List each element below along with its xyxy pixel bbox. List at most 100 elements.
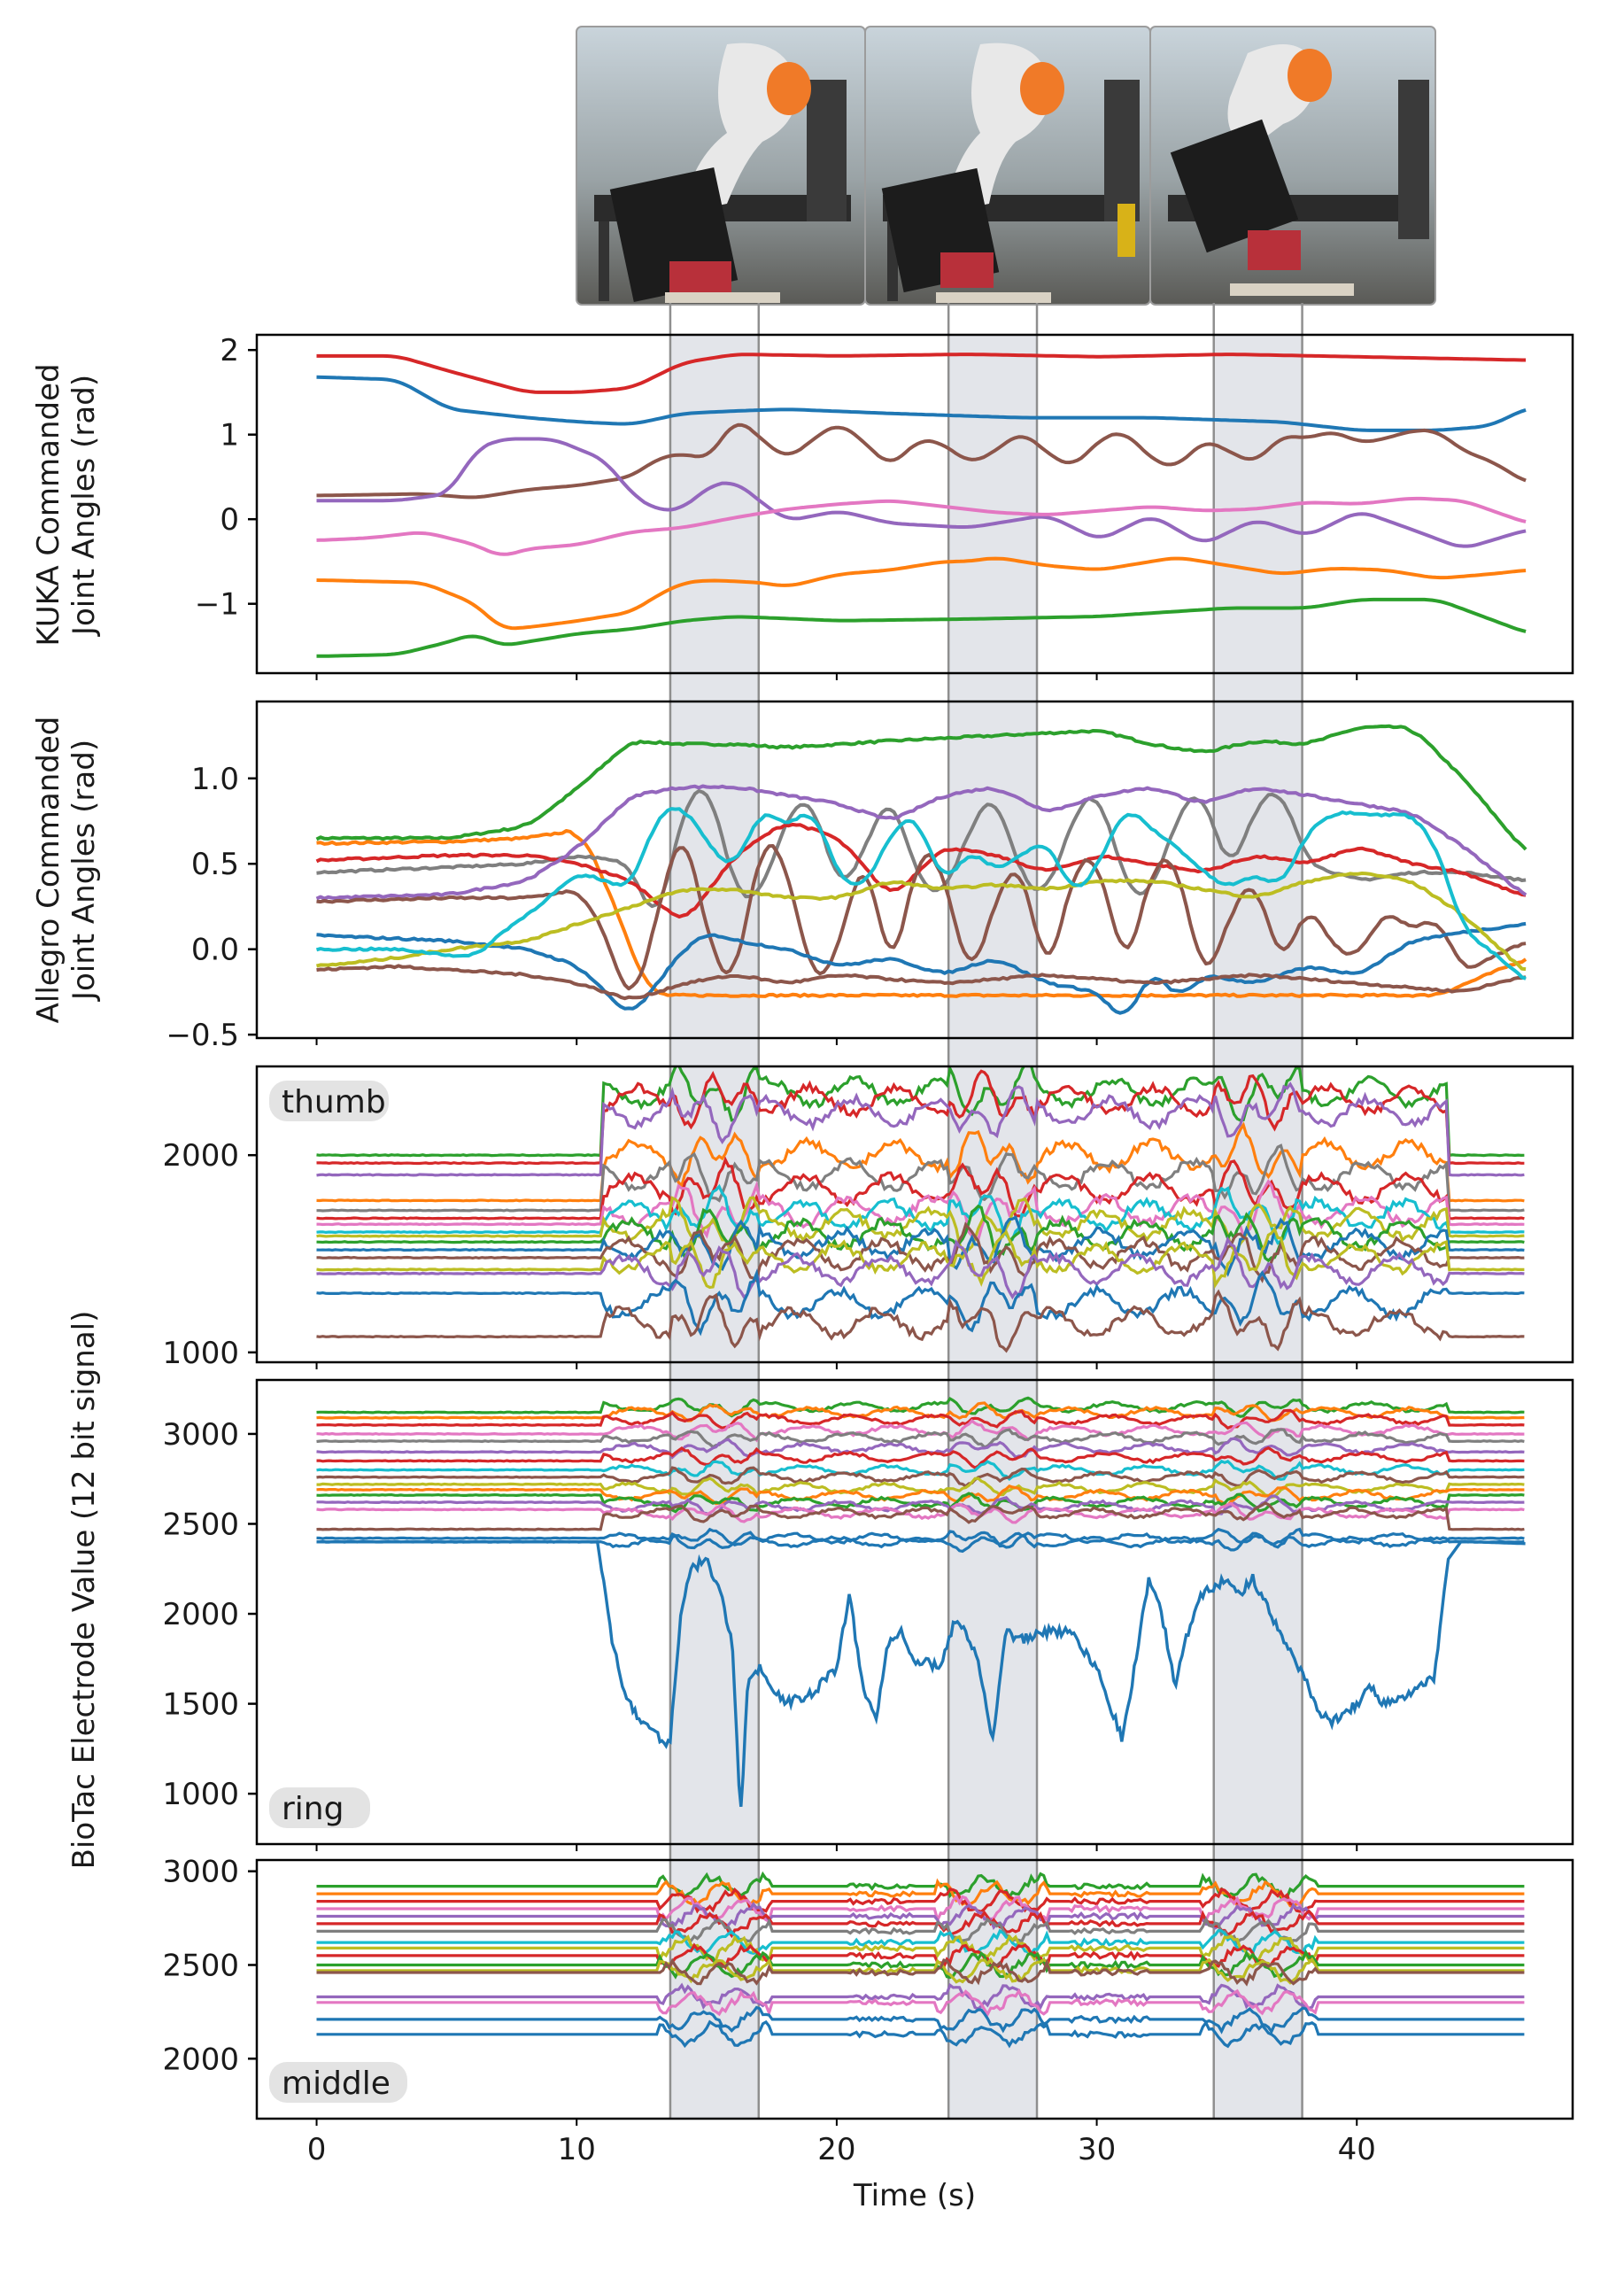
biotac-middle-electrode-15	[316, 1988, 1525, 2018]
biotac-ring-ytick-label-3: 2000	[162, 1597, 239, 1632]
biotac-middle-electrode-8	[316, 1928, 1525, 1957]
biotac-ring-electrode-15	[316, 1501, 1525, 1531]
robot-arm-frame-1-icon	[576, 26, 866, 306]
biotac-ring-finger-badge	[269, 1787, 370, 1828]
kuka-series	[316, 353, 1527, 658]
allegro-series-3	[316, 789, 1527, 909]
x-axis-label: Time (s)	[853, 2178, 976, 2213]
biotac-thumb-electrode-9	[316, 1196, 1525, 1252]
biotac-thumb-electrode-3	[316, 1081, 1525, 1177]
biotac-middle-frame	[255, 1858, 1574, 2120]
kuka-ytick-label-3: 0	[220, 502, 239, 538]
biotac-ring-series	[316, 1396, 1526, 1807]
allegro-frame	[255, 700, 1574, 1040]
biotac-middle-electrode-7	[316, 1916, 1525, 1946]
biotac-middle-electrode-5	[316, 1902, 1525, 1931]
kuka-series-4	[316, 437, 1527, 548]
kuka-series-5	[316, 496, 1527, 556]
biotac-thumb-electrode-13	[316, 1226, 1525, 1290]
biotac-middle-electrode-13	[316, 1957, 1525, 1987]
biotac-thumb-electrode-10	[316, 1204, 1525, 1263]
contact-interval-2	[948, 335, 1038, 2119]
kuka-ylabel-line-2: Joint Angles (rad)	[66, 375, 102, 637]
kuka-ytick-label-1: 2	[220, 333, 239, 368]
biotac-ring-electrode-5	[316, 1428, 1525, 1449]
allegro-ylabel-line-1: Allegro Commanded	[31, 717, 66, 1024]
allegro-ylabel-line-2: Joint Angles (rad)	[66, 740, 102, 1002]
x-tick-label-4: 30	[1078, 2132, 1116, 2167]
biotac-middle-electrode-1	[316, 1871, 1525, 1900]
biotac-thumb-electrode-4	[316, 1121, 1525, 1203]
biotac-middle-electrode-4	[316, 1895, 1525, 1925]
biotac-middle-ytick-label-2: 2500	[162, 1948, 239, 1983]
kuka-ylabel-line-1: KUKA Commanded	[31, 363, 66, 646]
allegro-series-7	[316, 921, 1527, 1015]
biotac-ring-panel: 3000 2500 2000 1500 1000 ring	[162, 1378, 1574, 1851]
biotac-thumb-electrode-2	[316, 1069, 1525, 1166]
biotac-middle-finger-badge	[269, 2062, 407, 2103]
biotac-ring-ytick-label-5: 1000	[162, 1777, 239, 1812]
biotac-thumb-electrode-14	[316, 1236, 1525, 1300]
biotac-ring-drop-electrode	[316, 1540, 1526, 1807]
biotac-thumb-electrode-8	[316, 1183, 1525, 1245]
x-tick-label-1: 0	[307, 2132, 327, 2167]
biotac-middle-electrode-6	[316, 1909, 1525, 1939]
allegro-series-8	[316, 964, 1527, 1001]
biotac-middle-finger-label: middle	[282, 2066, 391, 2102]
allegro-ytick-label-4: −0.5	[166, 1018, 239, 1053]
biotac-middle-electrode-9	[316, 1934, 1525, 1964]
kuka-ytick-label-4: −1	[195, 587, 239, 623]
kuka-series-2	[316, 375, 1527, 432]
biotac-middle-electrode-16	[316, 2005, 1525, 2035]
biotac-middle-electrode-10	[316, 1942, 1525, 1973]
allegro-series	[315, 724, 1527, 1015]
kuka-series-6	[316, 556, 1527, 631]
biotac-thumb-ytick-label-2: 1000	[162, 1336, 239, 1371]
x-tick-label-3: 20	[817, 2132, 855, 2167]
x-tick-label-5: 40	[1338, 2132, 1376, 2167]
biotac-ring-ytick-label-4: 1500	[162, 1687, 239, 1723]
biotac-thumb-ytick-label-1: 2000	[162, 1138, 239, 1174]
biotac-ring-electrode-7	[316, 1446, 1525, 1469]
biotac-thumb-electrode-15	[316, 1267, 1525, 1337]
biotac-thumb-frame	[255, 1065, 1574, 1364]
biotac-middle-electrode-11	[316, 1949, 1525, 1980]
biotac-middle-electrode-17	[316, 2019, 1525, 2049]
kuka-frame	[255, 333, 1574, 675]
biotac-ring-electrode-12	[316, 1492, 1525, 1514]
biotac-ylabel: BioTac Electrode Value (12 bit signal)	[66, 1311, 102, 1870]
allegro-series-9	[315, 872, 1527, 972]
allegro-ytick-label-1: 1.0	[191, 762, 239, 797]
biotac-ring-frame	[255, 1378, 1574, 1846]
biotac-thumb-electrode-6	[316, 1156, 1525, 1221]
biotac-thumb-electrode-5	[316, 1143, 1525, 1213]
biotac-middle-ytick-label-1: 3000	[162, 1855, 239, 1890]
biotac-thumb-finger-label: thumb	[282, 1084, 386, 1120]
x-tick-label-2: 10	[558, 2132, 596, 2167]
allegro-series-6	[316, 844, 1527, 991]
biotac-middle-electrode-12	[316, 1957, 1525, 1985]
biotac-ring-electrode-2	[316, 1401, 1525, 1422]
allegro-series-2	[316, 829, 1527, 998]
photo-strip	[576, 26, 1436, 306]
biotac-ring-ytick-label-1: 3000	[162, 1417, 239, 1453]
allegro-series-10	[315, 807, 1527, 980]
biotac-middle-series	[316, 1871, 1525, 2049]
kuka-ytick-label-2: 1	[220, 418, 239, 453]
biotac-thumb-finger-badge	[269, 1081, 389, 1121]
biotac-ring-electrode-14	[316, 1501, 1525, 1524]
kuka-series-1	[316, 353, 1527, 394]
biotac-middle-panel: 3000 2500 2000 middle	[162, 1855, 1574, 2126]
kuka-series-3	[316, 422, 1527, 500]
biotac-ring-ytick-label-2: 2500	[162, 1507, 239, 1542]
x-axis: 0 10 20 30 40	[307, 2132, 1376, 2167]
biotac-middle-electrode-14	[316, 1982, 1525, 2011]
biotac-ring-electrode-16	[316, 1527, 1525, 1549]
panels: 2 1 0 −1 1.0 0.5 0.0 −0.5 2000 1000 thumb 3000 2500 2…	[162, 333, 1574, 2126]
biotac-ring-electrode-11	[316, 1484, 1525, 1508]
biotac-thumb-electrode-1	[316, 1066, 1525, 1158]
biotac-middle-ytick-label-3: 2000	[162, 2042, 239, 2077]
allegro-series-4	[315, 822, 1527, 918]
allegro-ytick-label-2: 0.5	[191, 847, 239, 882]
robot-arm-frame-2-icon	[864, 26, 1151, 306]
